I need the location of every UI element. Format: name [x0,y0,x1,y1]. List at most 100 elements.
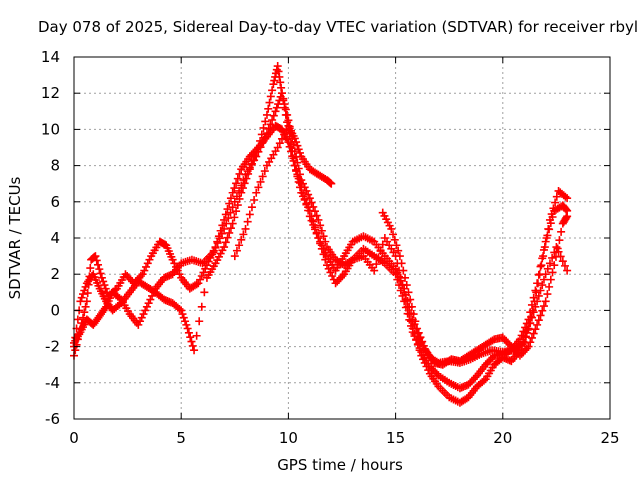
data-point-2-151 [298,192,307,201]
data-point-2-116 [256,136,265,145]
data-point-4-14 [402,281,411,290]
data-point-4-104 [557,227,566,236]
data-point-2-123 [266,92,275,101]
data-point-1-113 [268,115,277,124]
data-point-2-213 [413,340,422,349]
data-point-0-22 [94,260,103,269]
data-point-4-5 [387,224,396,233]
data-point-1-138 [302,186,311,195]
data-point-1-88 [215,234,224,243]
data-point-2-7 [79,290,88,299]
data-point-2-288 [548,253,557,262]
data-point-4-11 [397,259,406,268]
data-point-1-87 [213,239,222,248]
data-point-2-108 [242,174,251,183]
data-point-2-273 [521,333,530,342]
data-point-0-51 [140,266,149,275]
data-point-0-290 [563,194,572,203]
data-point-2-192 [374,253,383,262]
data-point-4-102 [553,244,562,253]
data-point-2-167 [326,268,335,277]
data-point-2-215 [417,351,426,360]
data-point-4-21 [414,328,423,337]
data-point-2-158 [310,223,319,232]
data-point-2-77 [186,333,195,342]
data-point-2-166 [324,264,333,273]
data-point-2-147 [293,172,302,181]
data-point-0-74 [175,270,184,279]
data-point-2-284 [539,275,548,284]
data-point-3-13 [258,172,267,181]
data-point-1-85 [209,248,218,257]
data-point-4-19 [411,317,420,326]
data-point-2-249 [479,376,488,385]
data-point-2-104 [235,194,244,203]
data-point-0-7 [79,313,88,322]
data-point-2-72 [179,313,188,322]
x-tick-label-1: 5 [176,429,186,447]
data-point-2-3 [73,315,82,324]
data-point-4-98 [546,275,555,284]
data-point-0-52 [142,262,151,271]
data-point-3-9 [250,195,259,204]
data-point-1-115 [271,107,280,116]
data-point-4-9 [394,246,403,255]
data-point-2-138 [281,110,290,119]
data-point-2-155 [305,206,314,215]
data-point-2-73 [181,317,190,326]
data-point-4-95 [541,297,550,306]
data-point-4-85 [524,342,533,351]
y-tick-label-1: -4 [45,374,60,392]
data-point-2-118 [259,123,268,132]
data-point-2-165 [322,261,331,270]
data-point-2-70 [177,306,186,315]
data-point-1-273 [546,219,555,228]
data-point-1-139 [304,190,313,199]
data-point-2-111 [247,160,256,169]
data-point-4-23 [418,337,427,346]
data-point-2-5 [76,297,85,306]
data-point-1-114 [269,111,278,120]
data-point-0-86 [196,275,205,284]
data-point-4-24 [419,341,428,350]
data-point-2-117 [257,130,266,139]
data-point-0-106 [230,184,239,193]
data-point-3-33 [294,145,303,154]
data-point-2-168 [328,272,337,281]
data-point-2-160 [314,234,323,242]
data-point-4-99 [548,268,557,277]
data-point-3-22 [277,134,286,143]
y-tick-label-0: -6 [45,410,60,428]
data-point-4-18 [409,310,418,319]
data-point-0-71 [170,259,179,268]
data-point-2-295 [563,266,572,275]
y-tick-label-10: 14 [41,48,60,66]
data-point-2-164 [321,255,330,264]
data-point-3-8 [247,203,256,212]
data-point-4-10 [395,252,404,261]
data-point-0-49 [136,272,145,281]
data-point-2-107 [240,179,249,188]
data-point-1-50 [142,302,151,311]
data-point-3-0 [230,252,239,261]
data-point-2-193 [376,247,385,256]
data-point-4-94 [539,302,548,311]
data-point-2-146 [292,167,301,176]
data-point-1-272 [545,225,554,234]
data-point-4-90 [533,320,542,329]
data-point-2-6 [77,293,86,302]
data-point-4-20 [413,324,422,333]
data-point-1-274 [548,213,557,222]
data-point-1-145 [314,215,323,224]
data-point-0-9 [81,302,90,311]
chart-title: Day 078 of 2025, Sidereal Day-to-day VTE… [38,18,638,36]
axis-ticks: 0 5 10 15 20 25 -6 -4 -2 0 2 4 6 8 10 12 14 [41,48,620,447]
data-point-1-269 [539,245,548,254]
data-point-1-90 [220,224,229,233]
data-point-2-285 [541,270,550,279]
data-point-4-6 [389,230,398,239]
data-point-2-156 [307,212,316,221]
data-point-3-14 [260,167,269,176]
data-point-4-15 [404,288,413,297]
